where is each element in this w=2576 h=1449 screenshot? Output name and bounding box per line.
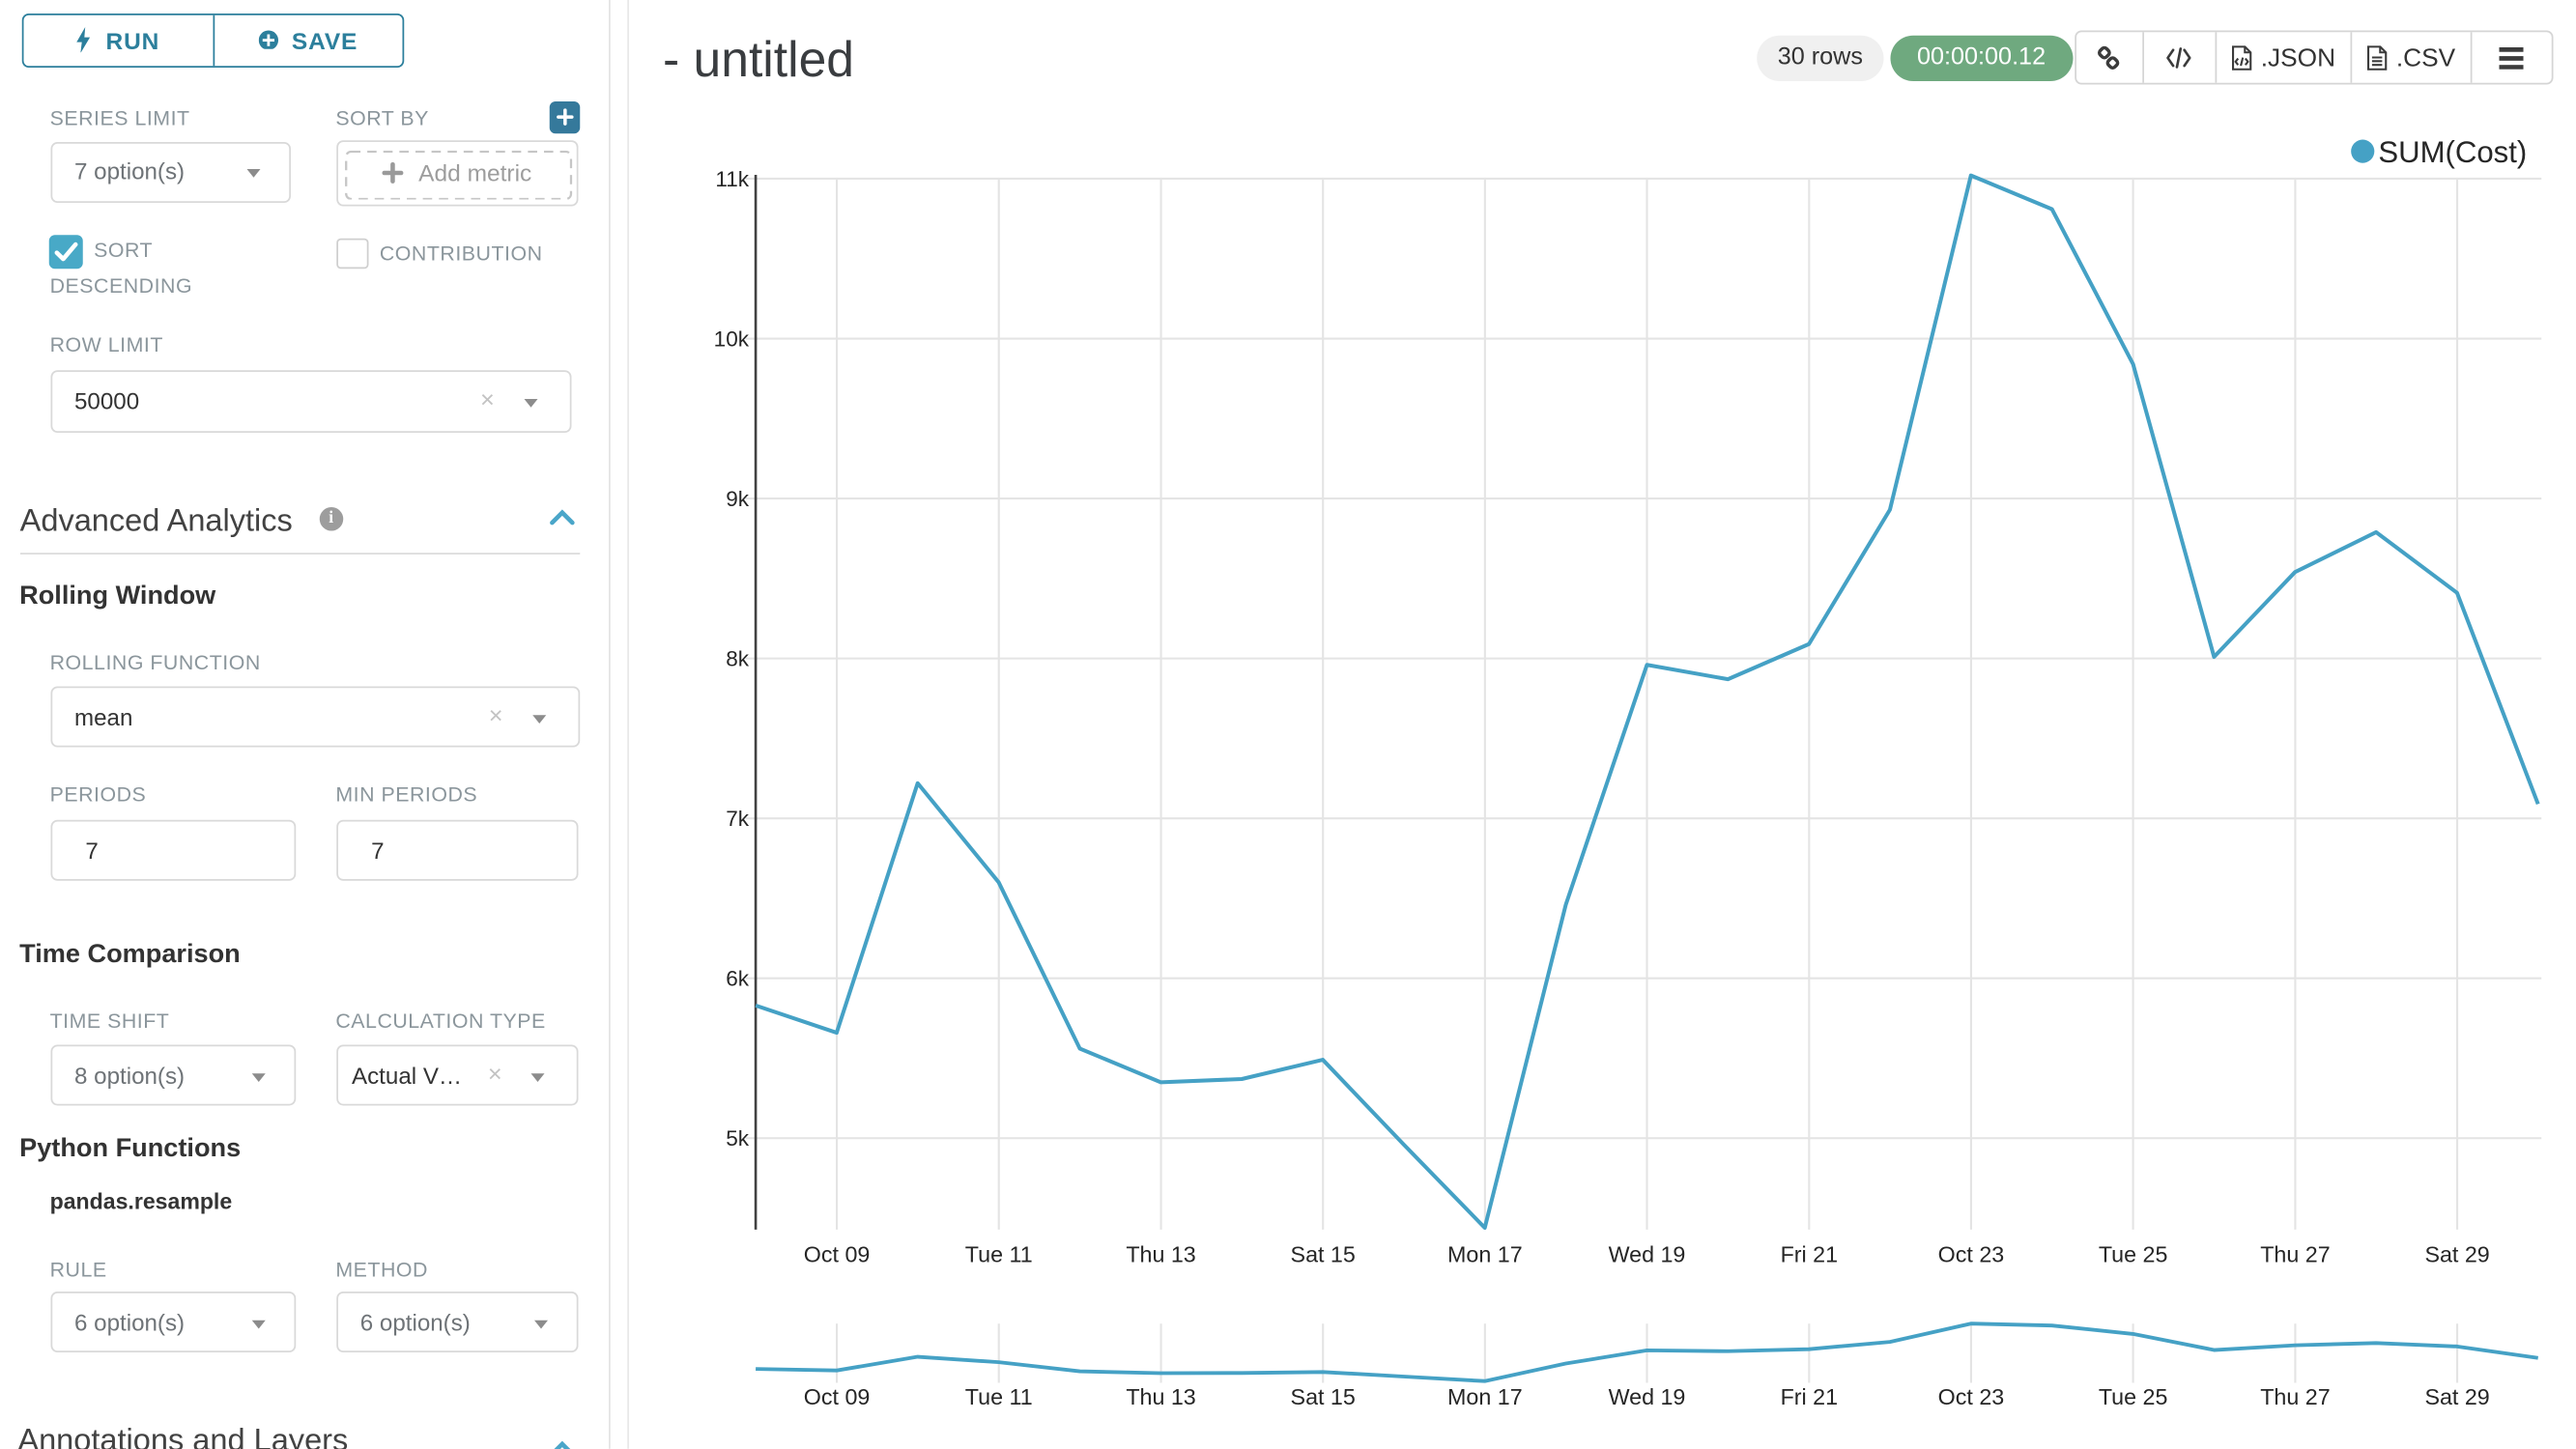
- svg-text:9k: 9k: [726, 487, 750, 511]
- svg-text:11k: 11k: [715, 167, 749, 191]
- svg-text:5k: 5k: [726, 1126, 750, 1151]
- svg-text:Thu 27: Thu 27: [2260, 1384, 2330, 1409]
- svg-text:Wed 19: Wed 19: [1609, 1384, 1686, 1409]
- svg-text:7k: 7k: [726, 807, 750, 831]
- svg-text:Oct 09: Oct 09: [804, 1241, 871, 1266]
- svg-text:Oct 23: Oct 23: [1938, 1384, 2005, 1409]
- svg-text:Thu 27: Thu 27: [2260, 1241, 2330, 1266]
- svg-text:6k: 6k: [726, 967, 750, 991]
- svg-text:10k: 10k: [714, 327, 750, 351]
- svg-text:Fri 21: Fri 21: [1781, 1384, 1838, 1409]
- svg-text:Oct 23: Oct 23: [1938, 1241, 2005, 1266]
- svg-text:Sat 15: Sat 15: [1291, 1241, 1356, 1266]
- svg-text:8k: 8k: [726, 646, 750, 670]
- svg-text:Sat 29: Sat 29: [2424, 1241, 2489, 1266]
- svg-text:Fri 21: Fri 21: [1781, 1241, 1838, 1266]
- svg-text:Mon 17: Mon 17: [1447, 1241, 1523, 1266]
- svg-text:SUM(Cost): SUM(Cost): [2378, 135, 2527, 169]
- svg-text:Tue 11: Tue 11: [965, 1241, 1033, 1266]
- svg-text:Sat 15: Sat 15: [1291, 1384, 1356, 1409]
- svg-text:Thu 13: Thu 13: [1126, 1241, 1195, 1266]
- svg-text:Tue 25: Tue 25: [2099, 1384, 2168, 1409]
- svg-text:Mon 17: Mon 17: [1447, 1384, 1523, 1409]
- svg-text:Oct 09: Oct 09: [804, 1384, 871, 1409]
- svg-text:Tue 11: Tue 11: [965, 1384, 1033, 1409]
- svg-text:Thu 13: Thu 13: [1126, 1384, 1195, 1409]
- svg-text:Tue 25: Tue 25: [2099, 1241, 2168, 1266]
- svg-text:Sat 29: Sat 29: [2424, 1384, 2489, 1409]
- svg-text:Wed 19: Wed 19: [1609, 1241, 1686, 1266]
